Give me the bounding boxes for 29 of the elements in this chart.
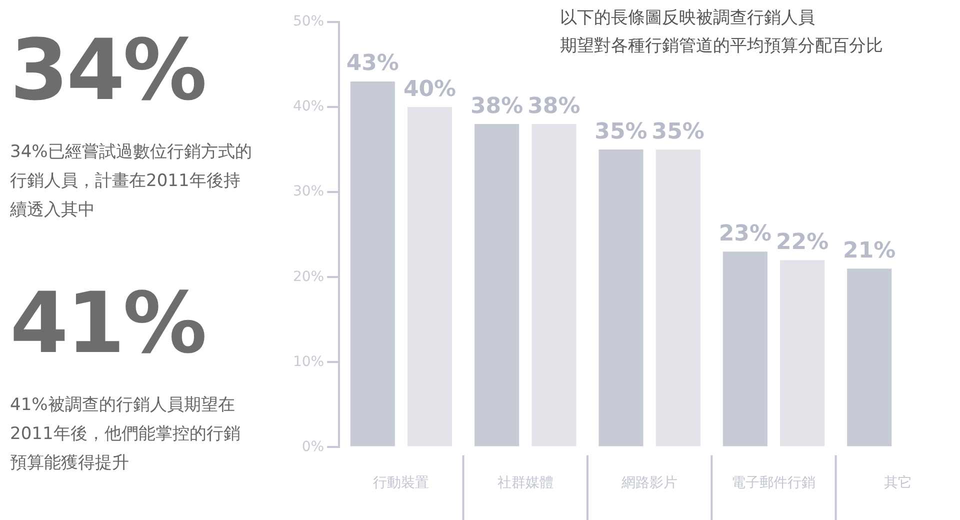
data-label: 22%	[776, 230, 829, 255]
data-label: 38%	[470, 94, 524, 119]
data-label: 38%	[528, 94, 580, 119]
bar	[407, 107, 452, 446]
bar	[532, 124, 576, 446]
data-label: 35%	[594, 119, 648, 144]
data-label: 40%	[403, 76, 456, 102]
bar	[350, 82, 395, 446]
data-label: 35%	[652, 119, 704, 144]
chart-title: 以下的長條圖反映被調查行銷人員	[560, 7, 816, 30]
x-tick-label: 行動裝置	[373, 475, 430, 492]
bar	[656, 150, 700, 446]
bar	[847, 268, 892, 446]
bar	[780, 260, 825, 446]
text: 41%被調查的行銷人員期望在2011年後，他們能掌控的行銷預算能獲得提升	[10, 394, 242, 475]
x-tick-label: 網路影片	[620, 475, 678, 492]
x-tick-label: 電子郵件行銷	[732, 475, 816, 492]
text: 期望對各種行銷管道的平均預算分配百分比	[560, 35, 883, 58]
data-label: 43%	[346, 51, 399, 76]
text: 41%	[10, 273, 206, 373]
text: 34%	[10, 20, 206, 120]
bar	[474, 124, 520, 446]
data-label: 23%	[718, 221, 772, 246]
data-label: 21%	[843, 238, 896, 264]
x-tick-label: 其它	[884, 475, 912, 492]
bar	[722, 252, 768, 446]
x-tick-label: 社群媒體	[497, 475, 554, 492]
text: 34%已經嘗試過數位行銷方式的行銷人員，計畫在2011年後持續透入其中	[10, 141, 253, 222]
bar	[598, 150, 644, 446]
